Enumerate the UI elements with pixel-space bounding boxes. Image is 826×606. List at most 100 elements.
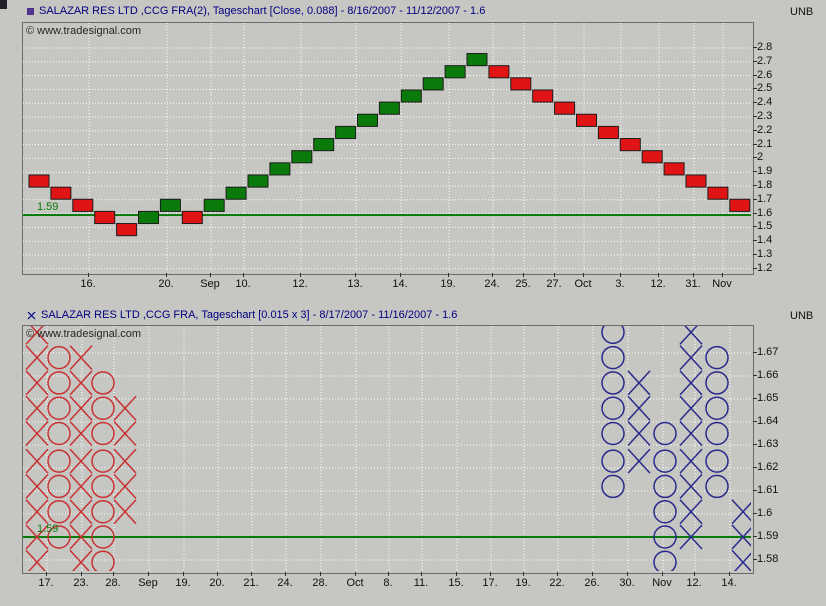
x-tick-label: 17. bbox=[482, 577, 498, 589]
x-tick-label: Sep bbox=[138, 577, 158, 589]
x-tick-label: 15. bbox=[448, 577, 464, 589]
x-tick-mark bbox=[694, 572, 695, 576]
x-tick-mark bbox=[421, 572, 422, 576]
x-tick-label: 30. bbox=[619, 577, 635, 589]
y-tick-label: 2.1 bbox=[757, 137, 773, 150]
y-tick-mark bbox=[753, 267, 757, 269]
y-tick-label: 2.2 bbox=[757, 123, 773, 136]
x-tick-mark bbox=[320, 572, 321, 576]
y-tick-label: 1.3 bbox=[757, 248, 773, 260]
y-tick-mark bbox=[753, 421, 757, 422]
top-unit-label: UNB bbox=[790, 6, 814, 18]
x-tick-mark bbox=[456, 572, 457, 576]
y-tick-label: 1.66 bbox=[757, 369, 779, 381]
x-tick-label: 24. bbox=[484, 278, 500, 290]
y-tick-mark bbox=[753, 185, 757, 186]
bottom-support-level-label: 1.59 bbox=[37, 523, 59, 535]
top-support-level-label: 1.59 bbox=[37, 200, 59, 213]
x-tick-label: 21. bbox=[243, 577, 259, 589]
x-tick-label: 28. bbox=[312, 577, 328, 589]
bottom-unit-label: UNB bbox=[790, 310, 814, 322]
y-tick-mark bbox=[753, 375, 757, 376]
top-chart-title: SALAZAR RES LTD ,CCG FRA(2), Tageschart … bbox=[39, 5, 486, 17]
y-tick-label: 1.64 bbox=[757, 415, 779, 427]
x-tick-mark bbox=[46, 572, 47, 576]
y-tick-label: 1.5 bbox=[757, 220, 773, 233]
y-tick-label: 2.3 bbox=[757, 110, 773, 122]
renko-chart-plot[interactable]: © www.tradesignal.com 1.59 bbox=[22, 22, 754, 275]
x-tick-mark bbox=[448, 273, 449, 277]
y-tick-mark bbox=[753, 444, 757, 445]
y-tick-mark bbox=[753, 102, 757, 104]
y-tick-mark bbox=[753, 88, 757, 90]
x-tick-label: 19. bbox=[175, 577, 191, 589]
y-tick-mark bbox=[753, 60, 757, 62]
y-tick-mark bbox=[753, 513, 757, 514]
y-tick-mark bbox=[753, 352, 757, 353]
y-tick-mark bbox=[753, 198, 757, 200]
y-tick-mark bbox=[753, 398, 757, 399]
x-tick-label: 12. bbox=[650, 278, 666, 290]
x-tick-mark bbox=[490, 572, 491, 576]
y-tick-mark bbox=[753, 157, 757, 159]
x-tick-label: Oct bbox=[346, 577, 364, 589]
x-tick-mark bbox=[592, 572, 593, 576]
y-tick-mark bbox=[753, 226, 757, 228]
bottom-watermark: © www.tradesignal.com bbox=[26, 328, 142, 340]
x-tick-label: 28. bbox=[105, 577, 121, 589]
x-tick-label: 14. bbox=[721, 577, 737, 589]
x-tick-mark bbox=[166, 273, 167, 277]
x-tick-label: 27. bbox=[546, 278, 562, 290]
y-tick-mark bbox=[753, 536, 757, 537]
x-tick-label: 16. bbox=[80, 278, 96, 290]
y-tick-label: 1.6 bbox=[757, 507, 773, 519]
x-tick-label: Oct bbox=[574, 278, 592, 290]
x-tick-mark bbox=[81, 572, 82, 576]
x-tick-label: 26. bbox=[584, 577, 600, 589]
y-tick-mark bbox=[753, 254, 757, 255]
x-tick-label: 20. bbox=[158, 278, 174, 290]
y-tick-label: 1.7 bbox=[757, 192, 773, 205]
pnf-chart-plot[interactable]: © www.tradesignal.com 1.59 bbox=[22, 325, 754, 574]
bottom-chart-header: SALAZAR RES LTD ,CCG FRA, Tageschart [0.… bbox=[27, 309, 457, 321]
x-tick-mark bbox=[300, 273, 301, 277]
y-tick-mark bbox=[753, 212, 757, 214]
top-chart-header: SALAZAR RES LTD ,CCG FRA(2), Tageschart … bbox=[27, 5, 485, 17]
x-tick-mark bbox=[148, 572, 149, 576]
x-tick-label: 22. bbox=[549, 577, 565, 589]
pnf-series-icon bbox=[27, 311, 36, 319]
bottom-chart-title: SALAZAR RES LTD ,CCG FRA, Tageschart [0.… bbox=[41, 309, 458, 321]
x-tick-mark bbox=[557, 572, 558, 576]
x-tick-label: 3. bbox=[615, 278, 625, 290]
x-tick-mark bbox=[662, 572, 663, 576]
x-tick-mark bbox=[583, 273, 584, 277]
y-tick-label: 2.5 bbox=[757, 82, 773, 95]
y-tick-label: 1.9 bbox=[757, 165, 773, 178]
x-tick-label: 25. bbox=[515, 278, 531, 290]
x-tick-mark bbox=[523, 572, 524, 576]
y-tick-label: 2.7 bbox=[757, 54, 773, 67]
x-tick-label: 31. bbox=[685, 278, 701, 290]
x-tick-mark bbox=[355, 273, 356, 277]
y-tick-mark bbox=[753, 467, 757, 468]
x-tick-label: 23. bbox=[73, 577, 89, 589]
y-tick-mark bbox=[753, 116, 757, 117]
y-tick-mark bbox=[753, 47, 757, 48]
renko-canvas bbox=[23, 23, 751, 272]
y-tick-label: 1.59 bbox=[757, 530, 779, 542]
x-tick-mark bbox=[620, 273, 621, 277]
y-tick-label: 1.58 bbox=[757, 553, 779, 565]
x-tick-label: 14. bbox=[392, 278, 408, 290]
y-tick-mark bbox=[753, 171, 757, 173]
pnf-canvas bbox=[23, 326, 751, 571]
y-tick-label: 1.6 bbox=[757, 206, 773, 219]
x-tick-label: 19. bbox=[515, 577, 531, 589]
y-tick-label: 2.8 bbox=[757, 41, 773, 53]
y-tick-label: 1.4 bbox=[757, 234, 773, 247]
y-tick-mark bbox=[753, 559, 757, 560]
x-tick-mark bbox=[88, 273, 89, 277]
x-tick-label: 12. bbox=[686, 577, 702, 589]
window-corner-mark bbox=[0, 0, 7, 9]
x-tick-mark bbox=[210, 273, 211, 277]
x-tick-mark bbox=[693, 273, 694, 277]
